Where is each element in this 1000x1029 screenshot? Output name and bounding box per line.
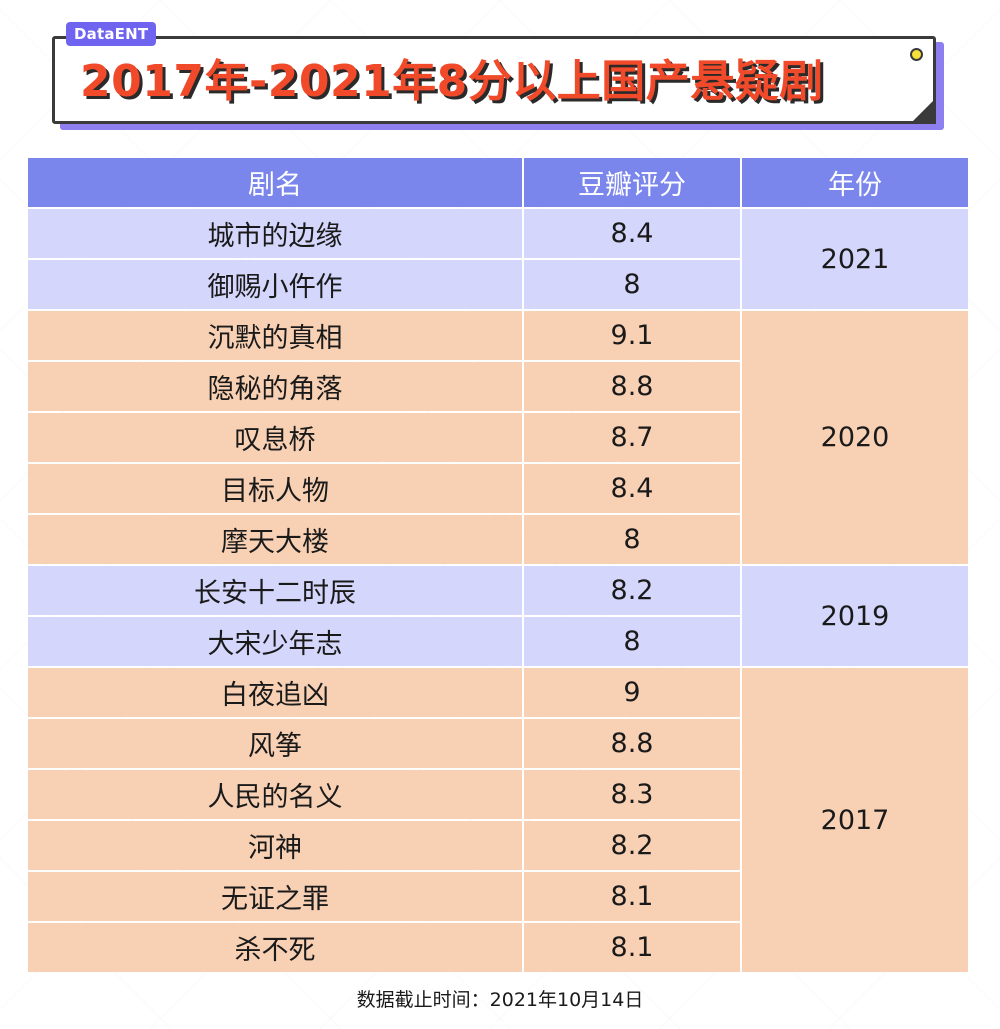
corner-fold-icon xyxy=(910,98,936,124)
page-title: 2017年-2021年8分以上国产悬疑剧 xyxy=(80,56,824,107)
title-card xyxy=(52,36,936,124)
cell-douban-score: 8.4 xyxy=(524,464,740,513)
data-cutoff-note: 数据截止时间：2021年10月14日 xyxy=(356,989,644,1011)
cell-douban-score: 8.4 xyxy=(524,209,740,258)
table-row: 大宋少年志 8 xyxy=(28,617,968,668)
cell-douban-score: 8.7 xyxy=(524,413,740,462)
column-header-score: 豆瓣评分 xyxy=(524,158,740,207)
cell-drama-name: 大宋少年志 xyxy=(28,617,522,666)
cell-douban-score: 8 xyxy=(524,617,740,666)
cell-douban-score: 8 xyxy=(524,260,740,309)
cell-drama-name: 目标人物 xyxy=(28,464,522,513)
column-header-year: 年份 xyxy=(742,158,968,207)
table-row: 河神 8.2 xyxy=(28,821,968,872)
table-row: 长安十二时辰 8.2 xyxy=(28,566,968,617)
cell-drama-name: 风筝 xyxy=(28,719,522,768)
cell-drama-name: 城市的边缘 xyxy=(28,209,522,258)
cell-drama-name: 杀不死 xyxy=(28,923,522,972)
cell-drama-name: 叹息桥 xyxy=(28,413,522,462)
cell-drama-name: 无证之罪 xyxy=(28,872,522,921)
cell-drama-name: 长安十二时辰 xyxy=(28,566,522,615)
brand-tag: DataENT xyxy=(66,22,157,46)
table-row: 无证之罪 8.1 xyxy=(28,872,968,923)
cell-douban-score: 8.2 xyxy=(524,566,740,615)
cell-year: 2019 xyxy=(742,566,968,666)
table-row: 城市的边缘 8.4 xyxy=(28,209,968,260)
cell-drama-name: 白夜追凶 xyxy=(28,668,522,717)
cell-drama-name: 御赐小仵作 xyxy=(28,260,522,309)
cell-douban-score: 8.8 xyxy=(524,362,740,411)
cell-douban-score: 8.1 xyxy=(524,923,740,972)
cell-drama-name: 隐秘的角落 xyxy=(28,362,522,411)
cell-year: 2017 xyxy=(742,668,968,972)
table-row: 风筝 8.8 xyxy=(28,719,968,770)
table-header-row: 剧名 豆瓣评分 年份 xyxy=(28,158,968,209)
cell-drama-name: 河神 xyxy=(28,821,522,870)
table-row: 杀不死 8.1 xyxy=(28,923,968,974)
cell-douban-score: 9 xyxy=(524,668,740,717)
cell-douban-score: 8.8 xyxy=(524,719,740,768)
table-row: 御赐小仵作 8 xyxy=(28,260,968,311)
table-row: 隐秘的角落 8.8 xyxy=(28,362,968,413)
cell-douban-score: 8.3 xyxy=(524,770,740,819)
table-row: 目标人物 8.4 xyxy=(28,464,968,515)
cell-year: 2021 xyxy=(742,209,968,309)
table-row: 摩天大楼 8 xyxy=(28,515,968,566)
cell-drama-name: 沉默的真相 xyxy=(28,311,522,360)
cell-drama-name: 人民的名义 xyxy=(28,770,522,819)
table-row: 白夜追凶 9 xyxy=(28,668,968,719)
cell-douban-score: 8.1 xyxy=(524,872,740,921)
cell-douban-score: 9.1 xyxy=(524,311,740,360)
table-row: 沉默的真相 9.1 xyxy=(28,311,968,362)
table-row: 人民的名义 8.3 xyxy=(28,770,968,821)
cell-year: 2020 xyxy=(742,311,968,564)
cell-douban-score: 8 xyxy=(524,515,740,564)
cell-drama-name: 摩天大楼 xyxy=(28,515,522,564)
cell-douban-score: 8.2 xyxy=(524,821,740,870)
column-header-name: 剧名 xyxy=(28,158,522,207)
table-row: 叹息桥 8.7 xyxy=(28,413,968,464)
dot-icon xyxy=(910,48,923,61)
